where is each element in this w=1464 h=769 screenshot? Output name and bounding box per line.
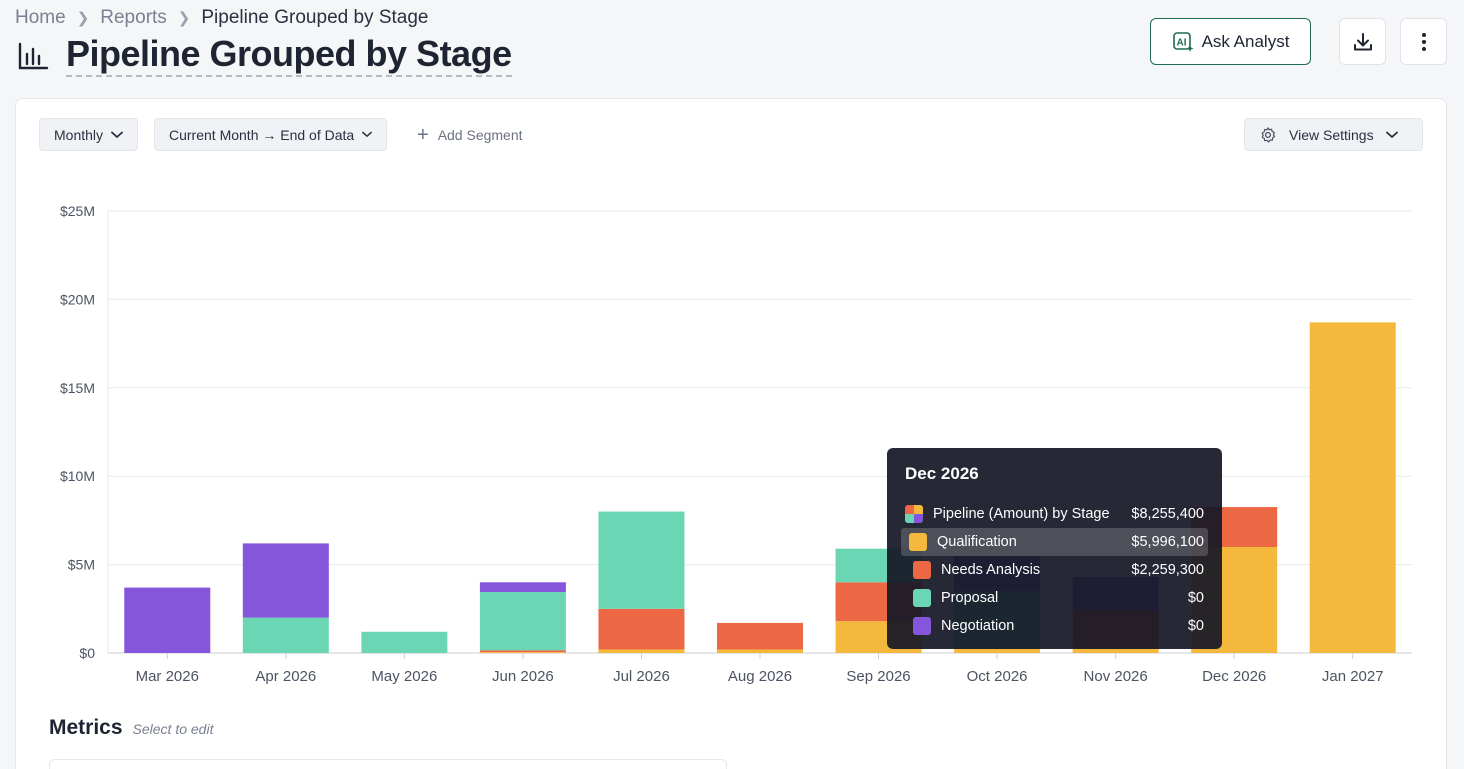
metrics-title: Metrics	[49, 716, 123, 739]
bar-segment-qualification[interactable]	[717, 649, 803, 653]
view-settings-dropdown[interactable]: View Settings	[1244, 118, 1423, 151]
bar-segment-needs_analysis[interactable]	[598, 608, 685, 650]
x-tick-label: Aug 2026	[728, 668, 792, 685]
add-segment-label: Add Segment	[437, 126, 523, 143]
title-row: Pipeline Grouped by Stage	[17, 34, 512, 77]
vertical-dots-icon	[1421, 32, 1426, 51]
y-tick-label: $10M	[60, 468, 95, 484]
bar-segment-needs_analysis[interactable]	[479, 650, 566, 653]
tooltip-row-needs-analysis: Needs Analysis $2,259,300	[905, 556, 1204, 584]
tooltip-row-negotiation: Negotiation $0	[905, 612, 1204, 640]
x-tick-label: Mar 2026	[136, 668, 199, 685]
x-tick-label: May 2026	[371, 668, 437, 685]
stacked-bar-chart[interactable]: $0 $5M $10M $15M $20M $25M Mar 2026 Apr 2026 May…	[0, 0, 1464, 700]
ask-analyst-label: Ask Analyst	[1201, 31, 1290, 51]
x-tick-label: Dec 2026	[1202, 668, 1266, 685]
needs-analysis-swatch	[913, 561, 931, 579]
qualification-swatch	[909, 533, 927, 551]
y-tick-label: $5M	[68, 557, 95, 573]
tooltip-row-label: Proposal	[941, 590, 999, 606]
tooltip-total-value: $8,255,400	[1131, 506, 1204, 522]
ask-analyst-button[interactable]: AI Ask Analyst	[1150, 18, 1311, 65]
breadcrumb: Home ❯ Reports ❯ Pipeline Grouped by Sta…	[15, 7, 428, 29]
date-range-dropdown[interactable]: Current Month → End of Data	[154, 118, 388, 151]
tooltip-total-row: Pipeline (Amount) by Stage $8,255,400	[905, 500, 1204, 528]
more-options-button[interactable]	[1400, 18, 1447, 65]
bar-segment-proposal[interactable]	[479, 592, 566, 651]
page-title[interactable]: Pipeline Grouped by Stage	[66, 34, 512, 77]
bar-segment-negotiation[interactable]	[479, 582, 566, 593]
metrics-panel[interactable]	[49, 759, 727, 769]
add-segment-button[interactable]: + Add Segment	[417, 118, 523, 151]
x-tick-label: Jan 2027	[1322, 668, 1384, 685]
metrics-hint: Select to edit	[132, 721, 214, 737]
x-tick-label: Jul 2026	[613, 668, 670, 685]
y-tick-label: $25M	[60, 203, 95, 219]
tooltip-row-proposal: Proposal $0	[905, 584, 1204, 612]
chevron-down-icon	[1385, 131, 1398, 138]
bar-chart-icon	[18, 42, 49, 69]
tooltip-row-qualification: Qualification $5,996,100	[901, 528, 1208, 556]
negotiation-swatch	[913, 617, 931, 635]
x-tick-label: Jun 2026	[492, 668, 554, 685]
metrics-header: Metrics Select to edit	[49, 716, 213, 740]
breadcrumb-current: Pipeline Grouped by Stage	[201, 7, 429, 28]
bar-segment-proposal[interactable]	[242, 617, 329, 653]
x-tick-label: Sep 2026	[846, 668, 910, 685]
y-tick-label: $15M	[60, 380, 95, 396]
ai-sparkle-icon: AI	[1172, 31, 1194, 52]
view-settings-label: View Settings	[1289, 126, 1374, 143]
interval-label: Monthly	[54, 126, 104, 143]
bar-segment-negotiation[interactable]	[124, 587, 211, 653]
tooltip-title: Dec 2026	[905, 464, 979, 483]
tooltip-row-value: $0	[1187, 618, 1204, 634]
bar-segment-qualification[interactable]	[954, 647, 1041, 653]
chevron-down-icon	[111, 131, 123, 138]
download-button[interactable]	[1339, 18, 1386, 65]
proposal-swatch	[913, 589, 931, 607]
date-range-label: Current Month → End of Data	[169, 126, 355, 143]
bar-segment-qualification[interactable]	[598, 649, 685, 653]
tooltip-row-label: Needs Analysis	[941, 562, 1041, 578]
report-card: Monthly Current Month → End of Data + Ad…	[15, 98, 1447, 769]
plus-icon: +	[417, 123, 429, 146]
tooltip-row-value: $5,996,100	[1131, 534, 1204, 550]
x-tick-label: Nov 2026	[1084, 668, 1148, 685]
svg-text:AI: AI	[1176, 37, 1186, 48]
bar-segment-qualification[interactable]	[1309, 322, 1396, 653]
chevron-right-icon: ❯	[177, 10, 191, 27]
x-tick-label: Oct 2026	[967, 668, 1028, 685]
y-tick-label: $20M	[60, 291, 95, 307]
multi-color-swatch-icon	[905, 505, 923, 523]
chevron-right-icon: ❯	[76, 10, 90, 27]
tooltip-row-value: $0	[1187, 590, 1204, 606]
bar-segment-proposal[interactable]	[598, 511, 685, 609]
y-tick-label: $0	[79, 645, 95, 661]
breadcrumb-home[interactable]: Home	[15, 7, 66, 28]
download-icon	[1353, 32, 1372, 50]
bar-segment-proposal[interactable]	[361, 631, 448, 653]
bar-segment-qualification[interactable]	[1072, 647, 1159, 653]
interval-dropdown[interactable]: Monthly	[39, 118, 139, 151]
bar-segment-needs_analysis[interactable]	[717, 622, 803, 650]
tooltip-total-label: Pipeline (Amount) by Stage	[933, 506, 1110, 522]
tooltip-row-value: $2,259,300	[1131, 562, 1204, 578]
bar-segment-negotiation[interactable]	[242, 543, 329, 618]
tooltip-row-label: Qualification	[937, 534, 1017, 550]
chevron-down-icon	[362, 131, 373, 137]
chart-tooltip: Dec 2026 Pipeline (Amount) by Stage $8,2…	[887, 448, 1222, 649]
gear-icon	[1261, 126, 1276, 143]
x-tick-label: Apr 2026	[255, 668, 316, 685]
breadcrumb-reports[interactable]: Reports	[100, 7, 167, 28]
tooltip-row-label: Negotiation	[941, 618, 1015, 634]
bar-segment-qualification[interactable]	[479, 652, 566, 653]
